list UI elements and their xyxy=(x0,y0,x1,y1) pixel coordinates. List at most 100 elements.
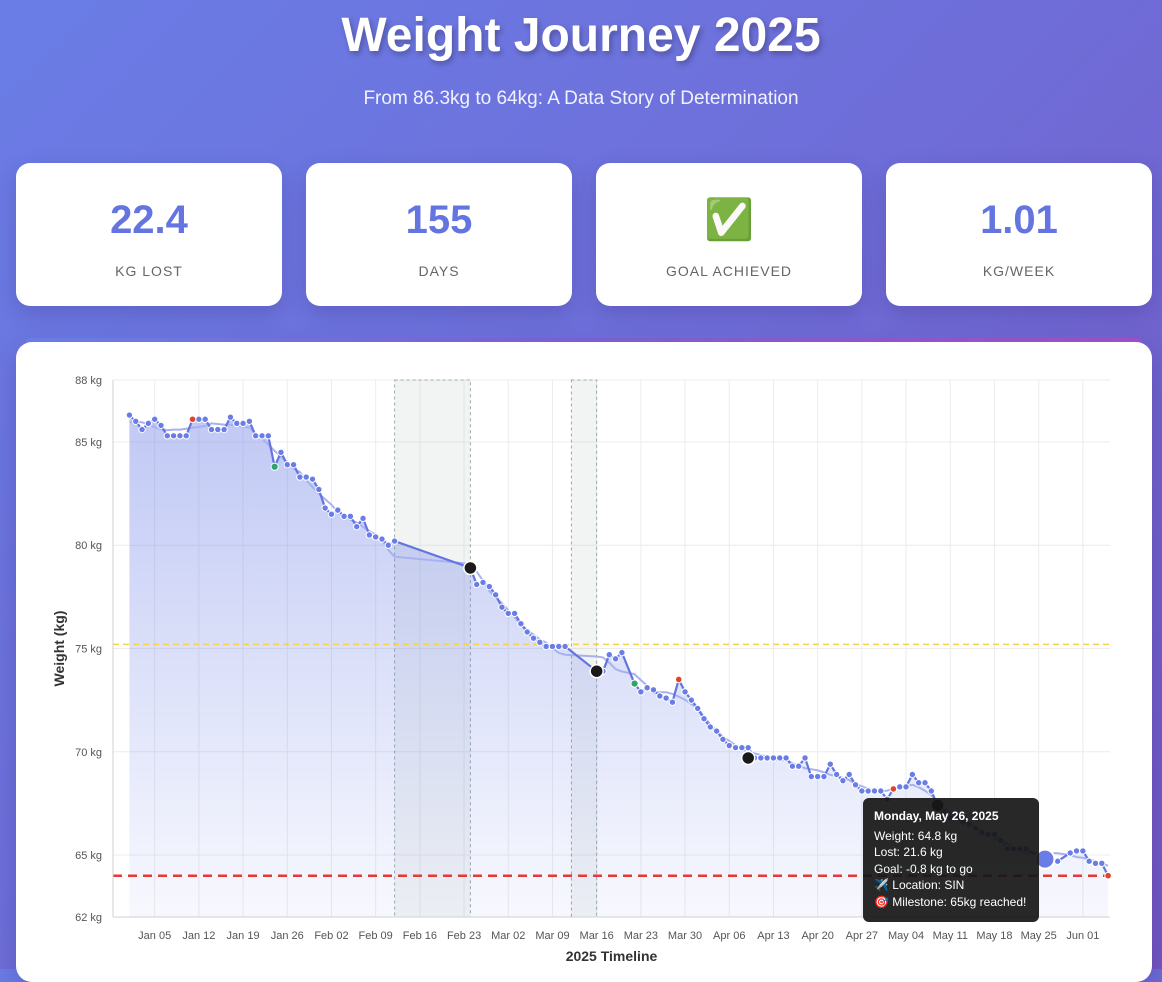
data-point xyxy=(851,781,860,789)
y-axis-title: Weight (kg) xyxy=(51,611,67,687)
data-point xyxy=(914,779,923,787)
stat-value: 1.01 xyxy=(980,198,1058,242)
x-tick-label: Feb 09 xyxy=(359,930,393,942)
data-point xyxy=(776,754,784,762)
data-point xyxy=(788,762,797,770)
data-point xyxy=(150,415,159,423)
data-point xyxy=(220,425,228,434)
tooltip-location: ✈️ Location: SIN xyxy=(874,878,965,893)
data-point xyxy=(731,743,740,752)
data-point xyxy=(359,514,367,523)
data-point xyxy=(921,779,929,787)
stat-value: 155 xyxy=(405,198,473,242)
data-point xyxy=(845,770,853,779)
data-point xyxy=(548,642,557,651)
data-point xyxy=(542,642,550,651)
data-point xyxy=(801,754,809,762)
data-point xyxy=(1085,857,1093,865)
travel-point xyxy=(740,750,756,766)
tooltip-milestone: 🎯 Milestone: 65kg reached! xyxy=(874,894,1027,909)
x-tick-label: Jan 12 xyxy=(182,930,215,942)
data-point xyxy=(277,448,285,456)
y-tick-label: 80 kg xyxy=(75,540,102,552)
data-point xyxy=(877,787,885,795)
data-point xyxy=(510,609,519,618)
x-tick-label: Mar 16 xyxy=(580,930,614,942)
data-point xyxy=(251,432,260,440)
x-tick-label: Apr 13 xyxy=(757,930,789,942)
data-point xyxy=(289,460,298,469)
data-point xyxy=(681,688,689,696)
data-point xyxy=(233,419,241,428)
y-tick-label: 85 kg xyxy=(75,437,102,449)
data-point xyxy=(782,754,790,762)
data-point xyxy=(258,432,266,440)
data-point xyxy=(157,421,165,430)
cheat-day-point xyxy=(1104,871,1112,880)
data-point xyxy=(479,578,487,587)
x-tick-label: Jun 01 xyxy=(1066,930,1099,942)
data-point xyxy=(1079,847,1087,855)
stat-label: DAYS xyxy=(418,263,460,279)
y-tick-label: 62 kg xyxy=(75,912,102,924)
x-tick-label: May 04 xyxy=(888,930,924,942)
data-tooltip: Monday, May 26, 2025 Weight: 64.8 kg Los… xyxy=(863,798,1039,922)
data-point xyxy=(738,743,746,752)
data-point xyxy=(504,609,512,618)
data-point xyxy=(908,770,917,779)
data-point xyxy=(283,460,291,469)
x-tick-label: May 11 xyxy=(933,930,968,942)
x-tick-label: May 25 xyxy=(1021,930,1057,942)
stat-label: KG LOST xyxy=(115,263,183,279)
data-point xyxy=(245,417,254,426)
x-tick-label: Feb 02 xyxy=(314,930,348,942)
data-point xyxy=(390,537,399,545)
data-point xyxy=(163,432,172,440)
data-point xyxy=(826,760,834,768)
y-tick-label: 75 kg xyxy=(75,644,102,656)
data-point xyxy=(820,772,828,781)
data-point xyxy=(485,582,494,591)
data-point xyxy=(517,620,525,628)
data-point xyxy=(618,648,626,657)
data-point xyxy=(807,772,816,781)
data-point xyxy=(176,432,184,440)
data-point xyxy=(561,642,569,651)
y-tick-label: 88 kg xyxy=(75,375,102,387)
x-tick-label: Feb 16 xyxy=(403,930,437,942)
data-point xyxy=(864,787,872,795)
data-point xyxy=(712,727,721,735)
data-point xyxy=(858,787,866,795)
data-point xyxy=(346,512,355,521)
data-point xyxy=(239,419,247,428)
data-point xyxy=(353,522,361,531)
cheat-day-point xyxy=(674,675,683,684)
travel-point xyxy=(463,560,478,576)
stat-card-kg-lost: 22.4 KG LOST xyxy=(16,163,282,306)
x-tick-label: Mar 02 xyxy=(491,930,525,942)
data-point xyxy=(384,541,392,549)
data-point xyxy=(763,754,771,762)
data-point xyxy=(302,473,310,481)
data-point xyxy=(643,684,651,692)
data-point xyxy=(668,698,677,706)
x-tick-label: Jan 19 xyxy=(227,930,260,942)
data-point xyxy=(706,723,715,731)
data-point xyxy=(195,415,203,423)
data-point xyxy=(662,694,670,702)
data-point xyxy=(757,754,765,762)
x-tick-label: Jan 26 xyxy=(271,930,304,942)
data-point xyxy=(637,688,645,696)
data-point xyxy=(902,783,910,791)
page-title: Weight Journey 2025 xyxy=(341,9,821,62)
y-tick-label: 65 kg xyxy=(75,850,102,862)
data-point xyxy=(649,686,658,694)
data-point xyxy=(491,591,500,599)
data-point xyxy=(719,735,727,744)
data-point xyxy=(700,715,708,723)
data-point xyxy=(182,432,190,440)
data-point xyxy=(813,772,822,781)
data-point xyxy=(605,650,613,659)
tooltip-weight: Weight: 64.8 kg xyxy=(874,828,958,843)
